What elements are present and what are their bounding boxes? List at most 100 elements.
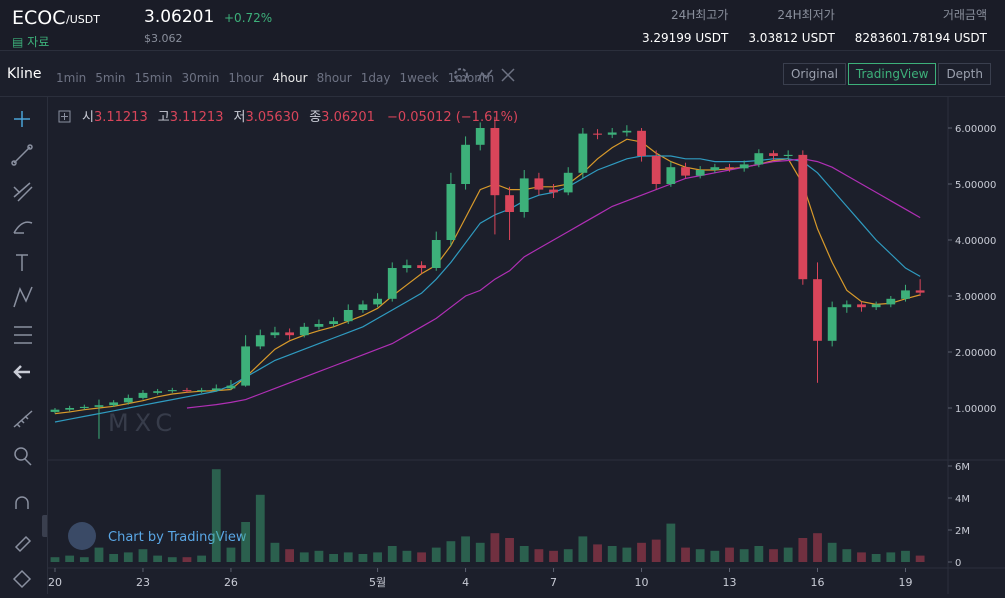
volume-bar <box>94 547 104 562</box>
interval-button[interactable]: 1min <box>56 71 87 85</box>
volume-bar <box>329 554 338 562</box>
moving-average <box>54 155 921 423</box>
candle-body <box>402 265 412 268</box>
candle-body <box>813 279 822 341</box>
intervals: 1min 5min 15min 30min 1hour 4hour 8hour 1day 1we… <box>56 67 503 86</box>
y-tick-label: 6.00000 <box>955 124 996 135</box>
candle-body <box>783 154 793 156</box>
candle-body <box>241 346 251 386</box>
interval-button[interactable]: 15min <box>134 71 173 85</box>
volume-bar <box>211 469 221 562</box>
interval-button[interactable]: 4hour <box>272 71 308 85</box>
kline-title: Kline <box>7 66 42 82</box>
tool-icons[interactable] <box>0 97 50 594</box>
candle-body <box>94 405 104 407</box>
candle-body <box>299 326 309 336</box>
volume-bar <box>153 555 163 562</box>
stat-value: 3.03812 USDT <box>748 31 835 45</box>
volume-bar <box>813 533 822 562</box>
view-button[interactable]: TradingView <box>847 63 937 85</box>
y-tick-label: 1.00000 <box>955 404 996 415</box>
candle-body <box>490 128 500 196</box>
interval-button[interactable]: 1hour <box>228 71 264 85</box>
volume-bar <box>578 536 588 562</box>
candle-body <box>79 406 89 408</box>
stat: 24H최저가 3.03812 USDT <box>748 6 834 45</box>
volume-bar <box>739 549 749 562</box>
candle-body <box>123 397 133 403</box>
credit-icon <box>68 522 96 550</box>
volume-bar <box>681 547 690 562</box>
chart[interactable]: 6.00000 5.00000 4.00000 3.00000 2.00000 1.000… <box>48 96 1005 594</box>
candle-body <box>65 408 75 410</box>
candle-body <box>505 195 514 212</box>
legend-value: 3.06201 <box>321 110 375 125</box>
candle-body <box>431 240 441 268</box>
x-tick-label: 16 <box>810 576 824 589</box>
y-tick-label: 3.00000 <box>955 292 996 303</box>
candle-body <box>681 167 690 176</box>
x-tick-label: 20 <box>48 576 62 589</box>
legend-icon <box>58 110 71 123</box>
x-tick-label: 10 <box>635 576 649 589</box>
x-tick-label: 26 <box>224 576 238 589</box>
legend-label: 저 <box>233 110 245 125</box>
volume-bar <box>167 557 177 562</box>
volume-bar <box>549 550 558 562</box>
view-button[interactable]: Depth <box>938 63 991 85</box>
stat: 24H최고가 3.29199 USDT <box>642 6 728 45</box>
legend-value: 3.05630 <box>245 110 299 125</box>
volume-bar <box>769 549 778 562</box>
candle-body <box>226 385 236 389</box>
volume-bar <box>915 555 925 562</box>
y-tick-label: 5.00000 <box>955 180 996 191</box>
volume-tick-label: 0 <box>955 558 961 569</box>
candle-body <box>563 172 573 193</box>
stat-label: 거래금액 <box>942 8 987 22</box>
volume-bar <box>446 541 456 562</box>
candle-body <box>695 170 705 176</box>
candle-body <box>255 335 265 347</box>
legend-label: 고 <box>158 110 170 125</box>
legend-icon-plus <box>61 113 68 120</box>
info-text[interactable]: 자료 <box>27 35 50 49</box>
volume-bar <box>65 555 75 562</box>
candle-body <box>666 167 676 184</box>
candle-body <box>637 130 646 156</box>
candle-body <box>871 304 881 308</box>
candle-body <box>329 321 338 324</box>
candle-body <box>651 156 661 184</box>
volume-bar <box>109 554 119 562</box>
volume-bar <box>622 547 632 562</box>
toolbar-icons[interactable] <box>452 66 518 84</box>
candle-body <box>593 133 602 135</box>
stat-label: 24H최고가 <box>670 8 729 22</box>
interval-button[interactable]: 1day <box>360 71 391 85</box>
interval-button[interactable]: 5min <box>95 71 126 85</box>
volume-bar <box>314 550 324 562</box>
watermark: MXC <box>108 409 178 437</box>
view-button[interactable]: Original <box>782 63 846 85</box>
candle-body <box>769 153 778 156</box>
interval-button[interactable]: 30min <box>181 71 220 85</box>
header: ECOC /USDT ▤ 자료 3.06201 +0.72% $3.062 24… <box>0 0 1005 51</box>
interval-button[interactable]: 8hour <box>316 71 352 85</box>
view-buttons: Original TradingView Depth <box>781 63 991 85</box>
toolbar: Kline 1min 5min 15min 30min 1hour 4hour 8hour 1… <box>0 52 1005 97</box>
quote: /USDT <box>66 13 100 26</box>
x-tick-label: 19 <box>898 576 912 589</box>
volume-bar <box>417 552 426 562</box>
volume-bar <box>637 542 646 562</box>
candle-body <box>211 388 221 391</box>
info-link[interactable]: ▤ 자료 <box>12 35 50 49</box>
candle-body <box>167 390 177 392</box>
volume-bar <box>901 550 910 562</box>
volume-bar <box>255 494 265 562</box>
interval-button[interactable]: 1week <box>399 71 439 85</box>
x-tick-label: 4 <box>462 576 469 589</box>
candle-body <box>710 167 720 170</box>
candle-body <box>739 164 749 169</box>
volume-bar <box>373 552 382 562</box>
volume-bar <box>197 555 207 562</box>
legend-label: 시 <box>82 110 94 125</box>
